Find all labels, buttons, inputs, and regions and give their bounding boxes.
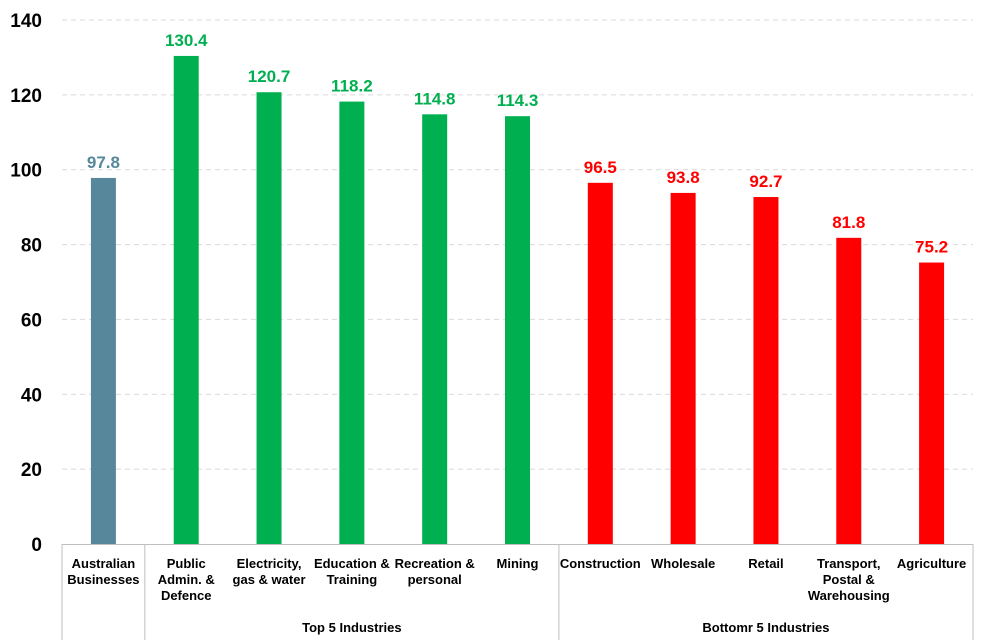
bar [422, 114, 448, 544]
gridlines [62, 19, 973, 470]
category-label: Wholesale [651, 556, 715, 571]
group-label: Top 5 Industries [302, 620, 401, 635]
category-axis [61, 544, 974, 640]
category-label-line: Recreation & [395, 556, 475, 571]
y-tick-label: 60 [21, 310, 42, 331]
bar [670, 192, 696, 545]
data-label: 114.3 [497, 91, 539, 110]
data-label: 75.2 [915, 238, 948, 257]
data-labels: 97.8 130.4 120.7 118.2 114.8 114.3 96.5 93.8 92.… [87, 31, 948, 257]
category-label: Electricity, gas & water [233, 556, 306, 587]
category-label-line: Australian [72, 556, 136, 571]
y-tick-label: 120 [10, 86, 42, 107]
data-label: 114.8 [414, 89, 456, 108]
category-label: Construction [560, 556, 641, 571]
bar [753, 197, 779, 544]
category-label: Australian Businesses [67, 556, 139, 587]
category-label-line: personal [408, 572, 462, 587]
group-labels: Top 5 Industries Bottomr 5 Industries [302, 620, 829, 635]
y-tick-label: 80 [21, 236, 42, 257]
category-label-line: Mining [497, 556, 539, 571]
data-label: 92.7 [749, 172, 782, 191]
data-label: 120.7 [248, 67, 291, 86]
data-label: 97.8 [87, 153, 120, 172]
category-label-line: Electricity, [237, 556, 302, 571]
bar [173, 55, 199, 544]
bar [339, 101, 365, 544]
bar [90, 177, 116, 544]
category-labels: Australian Businesses Public Admin. & Defenc… [67, 556, 966, 603]
y-tick-label: 40 [21, 385, 42, 406]
category-label-line: Construction [560, 556, 641, 571]
bars [90, 55, 945, 545]
data-label: 96.5 [584, 158, 617, 177]
bar [587, 182, 613, 545]
y-axis-ticks: 0 20 40 60 80 100 120 140 [10, 11, 42, 556]
category-label-line: Education & [314, 556, 390, 571]
category-label: Agriculture [897, 556, 966, 571]
data-label: 93.8 [667, 168, 700, 187]
category-label-line: Wholesale [651, 556, 715, 571]
category-label-line: gas & water [233, 572, 306, 587]
category-label-line: Transport, [817, 556, 881, 571]
y-tick-label: 100 [10, 161, 42, 182]
category-label: Education & Training [314, 556, 390, 587]
category-label-line: Training [327, 572, 378, 587]
category-label: Public Admin. & Defence [158, 556, 215, 603]
bar [919, 262, 945, 544]
data-label: 81.8 [832, 213, 865, 232]
data-label: 130.4 [165, 31, 208, 50]
y-tick-label: 0 [31, 535, 42, 556]
category-label: Mining [497, 556, 539, 571]
category-label-line: Public [167, 556, 206, 571]
category-label-line: Admin. & [158, 572, 215, 587]
bar [836, 237, 862, 544]
data-label: 118.2 [331, 77, 373, 96]
category-label-line: Postal & [823, 572, 875, 587]
category-label-line: Agriculture [897, 556, 966, 571]
category-label: Recreation & personal [395, 556, 475, 587]
category-label-line: Retail [748, 556, 783, 571]
category-label-line: Defence [161, 588, 212, 603]
group-label: Bottomr 5 Industries [702, 620, 829, 635]
category-label-line: Businesses [67, 572, 139, 587]
category-label: Retail [748, 556, 783, 571]
bar [256, 92, 282, 544]
bar [505, 116, 530, 544]
category-label-line: Warehousing [808, 588, 890, 603]
y-tick-label: 140 [10, 11, 42, 32]
category-label: Transport, Postal & Warehousing [808, 556, 890, 603]
y-tick-label: 20 [21, 460, 42, 481]
